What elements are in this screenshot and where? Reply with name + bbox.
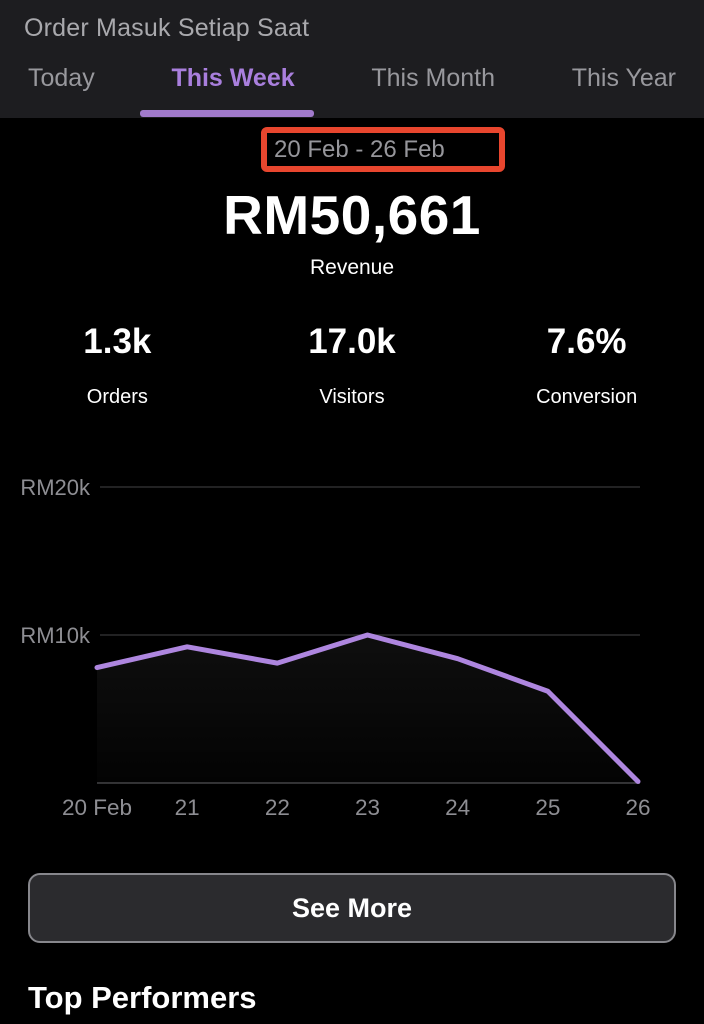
svg-text:25: 25 bbox=[535, 795, 560, 820]
stat-orders-value: 1.3k bbox=[83, 322, 152, 361]
see-more-button[interactable]: See More bbox=[28, 873, 676, 943]
page-title: Order Masuk Setiap Saat bbox=[24, 14, 310, 42]
active-tab-indicator bbox=[140, 110, 314, 117]
svg-text:23: 23 bbox=[355, 795, 380, 820]
svg-text:24: 24 bbox=[445, 795, 470, 820]
header: Order Masuk Setiap Saat Today This Week … bbox=[0, 0, 704, 118]
svg-text:RM10k: RM10k bbox=[20, 623, 91, 648]
stat-orders: 1.3k Orders bbox=[0, 322, 235, 409]
stat-visitors-label: Visitors bbox=[319, 386, 385, 408]
tab-this-month[interactable]: This Month bbox=[371, 64, 496, 92]
svg-text:20 Feb: 20 Feb bbox=[62, 795, 132, 820]
stats-row: 1.3k Orders 17.0k Visitors 7.6% Conversi… bbox=[0, 322, 704, 409]
tab-this-week[interactable]: This Week bbox=[171, 64, 295, 92]
svg-text:26: 26 bbox=[625, 795, 650, 820]
revenue-value: RM50,661 bbox=[223, 184, 481, 246]
stat-visitors-value: 17.0k bbox=[308, 322, 396, 361]
stat-visitors: 17.0k Visitors bbox=[235, 322, 470, 409]
annotation-box: 20 Feb - 26 Feb bbox=[261, 127, 505, 172]
top-performers-heading: Top Performers bbox=[28, 980, 257, 1015]
svg-text:22: 22 bbox=[265, 795, 290, 820]
stat-conversion-value: 7.6% bbox=[546, 322, 627, 361]
tab-this-year[interactable]: This Year bbox=[571, 64, 676, 92]
revenue-label: Revenue bbox=[309, 256, 395, 279]
stat-orders-label: Orders bbox=[86, 386, 148, 408]
tab-today[interactable]: Today bbox=[28, 64, 95, 92]
stat-conversion: 7.6% Conversion bbox=[469, 322, 704, 409]
svg-text:21: 21 bbox=[175, 795, 200, 820]
tab-bar: Today This Week This Month This Year bbox=[0, 64, 704, 93]
revenue-line-chart: RM20k RM10k 20 Feb 21 22 23 24 25 26 bbox=[20, 475, 650, 820]
svg-text:RM20k: RM20k bbox=[20, 475, 91, 500]
stat-conversion-label: Conversion bbox=[536, 386, 638, 408]
date-range-label: 20 Feb - 26 Feb bbox=[274, 135, 445, 163]
